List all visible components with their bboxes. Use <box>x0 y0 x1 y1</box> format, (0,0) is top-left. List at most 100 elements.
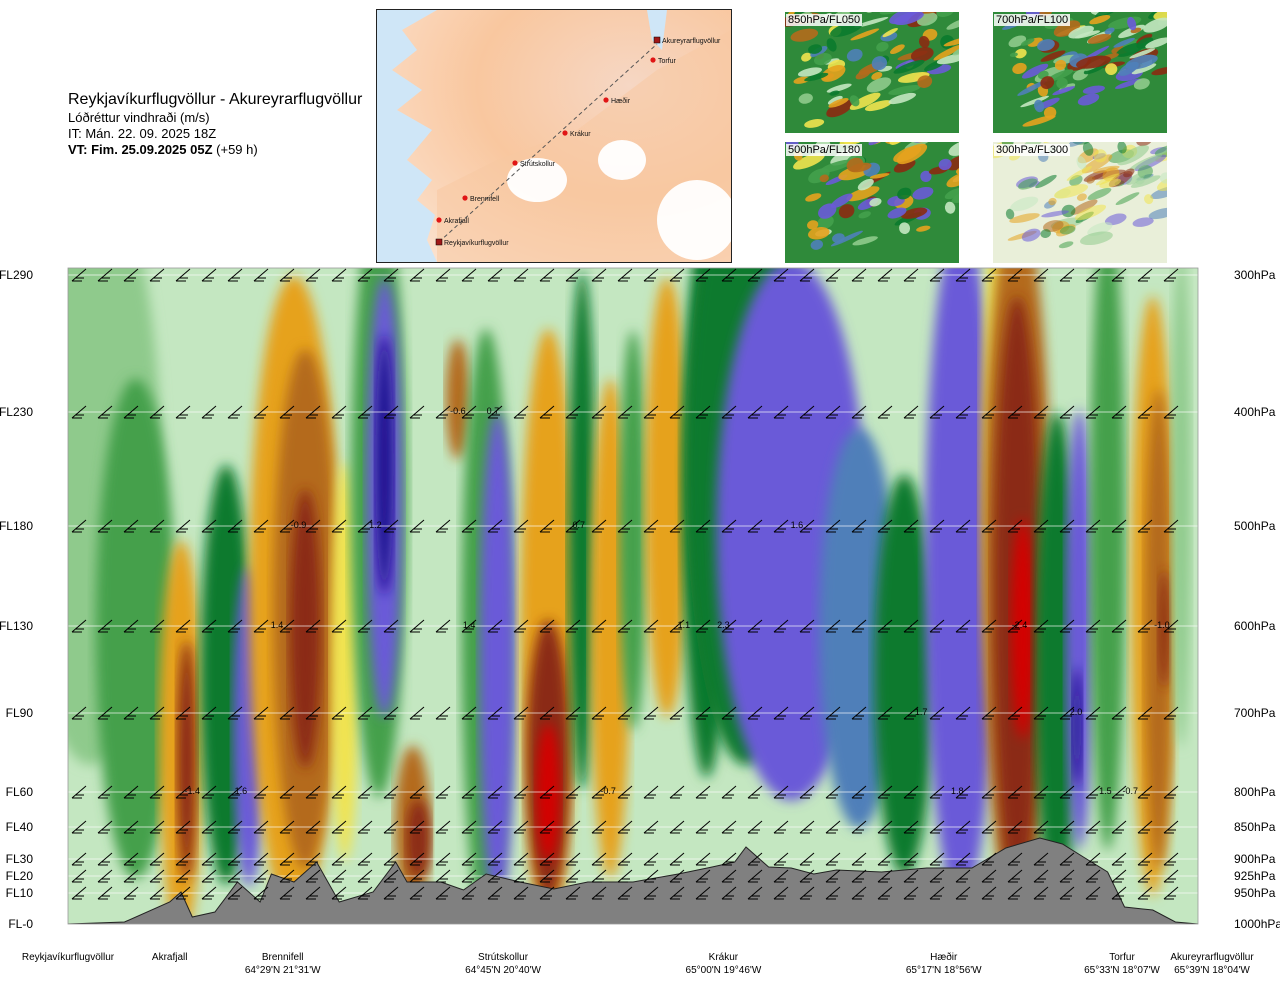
wind-value-label: 1.4 <box>271 620 284 630</box>
wind-barb <box>929 820 945 834</box>
thumbnail-field <box>777 0 994 133</box>
wind-barb <box>565 706 581 720</box>
wind-value-label: 2.0 <box>1070 707 1083 717</box>
wind-barb <box>747 785 763 799</box>
wind-barb <box>721 405 737 419</box>
wind-barb <box>1007 869 1023 883</box>
wind-barb <box>929 619 945 633</box>
wind-barb <box>851 886 867 900</box>
wind-barb <box>461 869 477 883</box>
wind-barb <box>97 886 113 900</box>
wind-barb <box>97 619 113 633</box>
wind-barb <box>279 405 295 419</box>
flight-level-label: FL180 <box>0 519 33 533</box>
wind-barb <box>461 886 477 900</box>
wind-barb <box>643 706 659 720</box>
wind-barb <box>175 852 191 866</box>
wind-barb <box>123 886 139 900</box>
wind-barb <box>513 852 529 866</box>
wind-barb <box>825 820 841 834</box>
location-coord: 64°45'N 20°40'W <box>465 965 541 976</box>
wind-barb <box>929 706 945 720</box>
wind-barb <box>695 869 711 883</box>
map-point-marker <box>650 57 656 63</box>
wind-barb <box>331 886 347 900</box>
wind-barb <box>1085 519 1101 533</box>
wind-barb <box>981 405 997 419</box>
wind-barb <box>747 268 763 282</box>
wind-barb <box>1111 886 1127 900</box>
wind-barb <box>331 268 347 282</box>
pressure-label: 500hPa <box>1234 519 1276 533</box>
map-point-marker <box>603 97 609 103</box>
wind-barb <box>981 785 997 799</box>
wind-barb <box>253 886 269 900</box>
wind-barb <box>409 886 425 900</box>
wind-barb <box>331 785 347 799</box>
wind-value-label: -0.9 <box>185 262 201 264</box>
level-thumbnail[interactable]: 700hPa/FL100 <box>992 0 1204 134</box>
wind-barb <box>669 619 685 633</box>
wind-barb <box>1033 785 1049 799</box>
map-point-marker <box>462 195 468 201</box>
wind-barb <box>747 619 763 633</box>
map-place-label: Akureyrarflugvöllur <box>662 38 721 45</box>
wind-barb <box>825 405 841 419</box>
wind-barb <box>669 706 685 720</box>
wind-barb <box>513 405 529 419</box>
wind-barb <box>71 619 87 633</box>
wind-barb <box>825 619 841 633</box>
wind-barb <box>279 869 295 883</box>
wind-barb <box>721 820 737 834</box>
map-airport-marker <box>653 36 661 44</box>
wind-barb <box>851 706 867 720</box>
level-thumbnail[interactable]: 500hPa/FL180 <box>784 78 989 264</box>
wind-barb <box>1163 852 1179 866</box>
flight-level-label: FL30 <box>6 852 34 866</box>
wind-barb <box>1007 820 1023 834</box>
wind-barb <box>97 869 113 883</box>
wind-barb <box>747 886 763 900</box>
wind-barb <box>201 405 217 419</box>
flight-level-label: FL130 <box>0 619 33 633</box>
flight-level-label: FL90 <box>6 706 34 720</box>
wind-barb <box>1085 268 1101 282</box>
wind-barb <box>1059 852 1075 866</box>
wind-barb <box>201 869 217 883</box>
wind-barb <box>227 869 243 883</box>
wind-barb <box>357 619 373 633</box>
map-place-label: Krákur <box>570 131 591 138</box>
wind-barb <box>1111 820 1127 834</box>
level-thumbnail[interactable]: 850hPa/FL050 <box>777 0 994 134</box>
wind-barb <box>305 852 321 866</box>
wind-barb <box>617 886 633 900</box>
wind-barb <box>1033 886 1049 900</box>
wind-barb <box>955 785 971 799</box>
wind-barb <box>747 706 763 720</box>
wind-barb <box>331 869 347 883</box>
wind-barb <box>487 268 503 282</box>
wind-barb <box>539 268 555 282</box>
wind-barb <box>695 268 711 282</box>
wind-barb <box>513 785 529 799</box>
wind-barb <box>1111 619 1127 633</box>
init-time: IT: Mán. 22. 09. 2025 18Z <box>68 126 217 141</box>
wind-barb <box>565 820 581 834</box>
wind-barb <box>877 268 893 282</box>
valid-time-date: VT: Fim. 25.09.2025 05Z <box>68 142 213 157</box>
wind-barb <box>149 519 165 533</box>
vertical-wind-contour <box>375 334 394 595</box>
level-thumbnail[interactable]: 300hPa/FL300 <box>987 65 1203 264</box>
wind-barb <box>747 869 763 883</box>
wind-barb <box>1059 619 1075 633</box>
wind-barb <box>877 706 893 720</box>
wind-barb <box>253 706 269 720</box>
wind-barb <box>955 268 971 282</box>
wind-barb <box>1137 869 1153 883</box>
wind-barb <box>435 886 451 900</box>
wind-barb <box>747 820 763 834</box>
wind-barb <box>1059 519 1075 533</box>
wind-barb <box>617 820 633 834</box>
wind-barb <box>929 886 945 900</box>
wind-value-label: -0.9 <box>291 520 307 530</box>
